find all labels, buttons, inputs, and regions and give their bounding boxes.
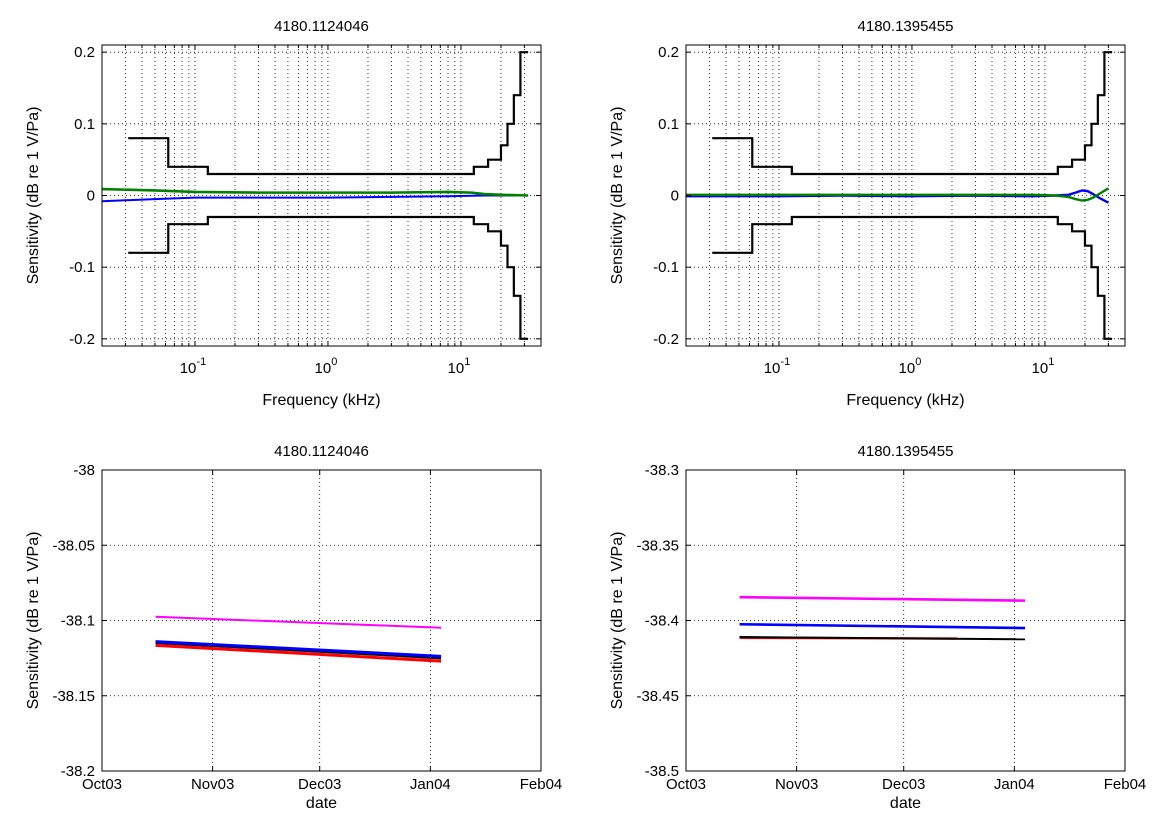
y-tick-label: -38.45: [636, 688, 679, 705]
y-tick-label: -0.2: [653, 331, 679, 348]
y-tick-label: 0.2: [74, 44, 95, 61]
series-line-2: [739, 622, 1026, 630]
x-axis-label: date: [306, 795, 337, 812]
y-tick-label: -38.35: [636, 537, 679, 554]
y-axis-label: Sensitivity (dB re 1 V/Pa): [25, 532, 42, 710]
x-tick-label: Jan04: [994, 776, 1035, 793]
x-tick-label: Jan04: [410, 776, 451, 793]
y-tick-label: -38.5: [645, 763, 679, 780]
y-tick-label: 0.1: [74, 116, 95, 133]
x-tick-label: Feb04: [1104, 776, 1147, 793]
chart-panel-2: 0.2 0.1 0 -0.1 -0.2 10-1 100 101 4180.1395455 Fre…: [609, 18, 1126, 409]
plot-area: [686, 470, 1125, 771]
y-tick-label: -0.2: [69, 331, 95, 348]
series-line-1: [739, 595, 1026, 602]
chart-panel-1: 0.2 0.1 0 -0.1 -0.2 10-1 100 101 4180.1124046 Fre…: [25, 18, 542, 409]
y-axis-label: Sensitivity (dB re 1 V/Pa): [609, 107, 626, 285]
y-tick-label: -38.15: [52, 688, 95, 705]
series-line-2: [712, 215, 1113, 340]
x-tick-label: Dec03: [298, 776, 341, 793]
x-tick-label: 10-1: [764, 356, 790, 377]
series-line-4: [686, 187, 1110, 202]
series-group: [739, 595, 1026, 641]
series-line-4: [102, 187, 529, 197]
series-group: [102, 51, 529, 340]
chart-title: 4180.1395455: [858, 443, 954, 460]
y-tick-label: 0.1: [658, 116, 679, 133]
x-tick-label: Nov03: [775, 776, 818, 793]
y-tick-label: -38.3: [645, 462, 679, 479]
chart-title: 4180.1124046: [274, 443, 369, 460]
y-tick-label: -38.2: [61, 763, 95, 780]
y-tick-label: -38.1: [61, 613, 95, 630]
series-group: [686, 51, 1113, 340]
y-tick-label: 0: [671, 188, 679, 205]
y-tick-label: -38.05: [52, 537, 95, 554]
y-tick-label: -38.4: [645, 613, 679, 630]
x-tick-label: Feb04: [520, 776, 563, 793]
x-tick-label: Dec03: [882, 776, 925, 793]
x-tick-label: 10-1: [180, 356, 206, 377]
y-tick-label: 0.2: [658, 44, 679, 61]
series-line-4: [155, 640, 442, 658]
series-line-1: [712, 51, 1113, 176]
x-tick-label: 100: [315, 356, 338, 377]
series-group: [155, 615, 442, 663]
x-tick-label: 101: [1032, 356, 1055, 377]
x-tick-label: Nov03: [191, 776, 234, 793]
x-axis-label: Frequency (kHz): [262, 392, 380, 409]
x-tick-label: Oct03: [82, 776, 122, 793]
y-axis-label: Sensitivity (dB re 1 V/Pa): [25, 107, 42, 285]
y-axis-label: Sensitivity (dB re 1 V/Pa): [609, 532, 626, 710]
series-line-2: [128, 215, 529, 340]
y-tick-label: -0.1: [69, 259, 95, 276]
series-line-1: [128, 51, 529, 176]
x-axis-label: date: [890, 795, 921, 812]
series-line-2: [155, 643, 442, 663]
x-tick-label: 100: [899, 356, 922, 377]
series-line-1: [155, 615, 442, 629]
x-tick-label: Oct03: [666, 776, 706, 793]
x-axis-label: Frequency (kHz): [846, 392, 964, 409]
x-tick-label: 101: [448, 356, 471, 377]
y-tick-label: -0.1: [653, 259, 679, 276]
y-tick-label: -38: [73, 462, 95, 479]
chart-title: 4180.1395455: [858, 18, 954, 35]
y-tick-label: 0: [87, 188, 95, 205]
chart-title: 4180.1124046: [274, 18, 369, 35]
plot-area: [102, 470, 541, 771]
series-line-4: [739, 636, 1026, 641]
